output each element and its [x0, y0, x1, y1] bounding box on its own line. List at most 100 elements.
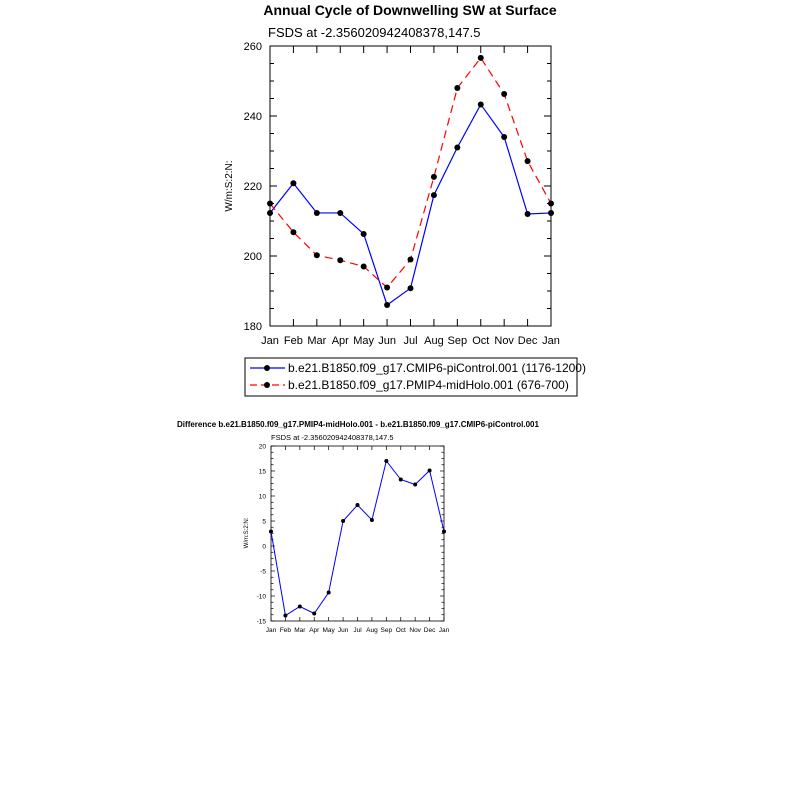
chart1-xtick-label: May: [353, 335, 374, 347]
chart2-series-0-point: [297, 604, 302, 609]
legend-label-midholo: b.e21.B1850.f09_g17.PMIP4-midHolo.001 (6…: [288, 378, 569, 392]
chart2-series-0-point: [398, 477, 403, 482]
chart1-ylabel: W/m:S:2:N:: [224, 160, 235, 211]
chart1-series-0-point: [430, 192, 437, 199]
chart2-series-0-point: [283, 613, 288, 618]
chart1-series-1-point: [548, 200, 554, 207]
chart1-series-1-point: [407, 256, 414, 263]
chart1-series-1-point: [313, 252, 320, 259]
chart1-xtick-label: Jan: [261, 335, 279, 347]
legend-marker-control: [264, 365, 270, 371]
chart1-series-0-point: [360, 230, 367, 237]
chart2-ytick-label: -15: [257, 618, 267, 625]
chart2-xtick-label: May: [323, 627, 336, 634]
chart1-series-1-line: [269, 56, 552, 289]
chart1-xtick-label: Jun: [378, 335, 396, 347]
chart1-subtitle: FSDS at -2.356020942408378,147.5: [268, 25, 481, 40]
chart1-xtick-label: Jan: [542, 335, 560, 347]
chart-annual-cycle: FSDS at -2.356020942408378,147.5 W/m:S:2…: [224, 25, 560, 347]
chart2-xtick-label: Aug: [366, 627, 378, 634]
chart2-xtick-label: Jul: [353, 627, 362, 634]
chart2-plot-frame: [270, 445, 445, 622]
chart2-xtick-label: Sep: [381, 627, 393, 634]
chart1-series-1-point: [477, 54, 484, 61]
chart2-ytick-label: 5: [262, 518, 266, 525]
chart1-ytick-label: 200: [244, 251, 262, 263]
legend-label-control: b.e21.B1850.f09_g17.CMIP6-piControl.001 …: [288, 361, 586, 375]
chart2-ytick-label: 20: [259, 443, 267, 450]
chart1-plot-frame: [269, 45, 552, 327]
chart1-series-0-point: [548, 209, 554, 216]
chart2-xtick-label: Jun: [338, 627, 349, 634]
chart1-series-0-point: [477, 101, 484, 108]
chart1-xtick-label: Dec: [518, 335, 538, 347]
chart1-xtick-label: Aug: [424, 335, 444, 347]
chart2-series-0-point: [269, 529, 273, 534]
chart1-series-1-point: [290, 229, 297, 236]
chart2-xtick-label: Feb: [280, 627, 292, 634]
chart2-series-0-point: [369, 518, 374, 522]
chart1-xtick-label: Sep: [448, 335, 468, 347]
chart2-subtitle: FSDS at -2.356020942408378,147.5: [271, 433, 394, 442]
chart2-series-0-point: [427, 468, 432, 473]
chart2-ytick-label: -10: [257, 593, 267, 600]
chart1-series-1-point: [454, 85, 461, 91]
chart2-ylabel: W/m:S:2:N:: [244, 517, 250, 548]
chart1-series-0-point: [313, 209, 320, 216]
chart1-series-1-point: [360, 263, 367, 270]
chart2-ytick-label: 10: [259, 493, 267, 500]
chart1-series-0-point: [384, 302, 391, 308]
chart1-series-0-point: [454, 144, 461, 151]
chart1-axes: Jan Feb Mar Apr May Jun Jul Aug Sep Oct Nov Dec Jan 1…: [244, 41, 560, 347]
chart2-series-0-point: [413, 482, 418, 487]
chart2-title: Difference b.e21.B1850.f09_g17.PMIP4-mid…: [177, 420, 539, 429]
chart1-ytick-label: 240: [244, 111, 262, 123]
chart1-data-marks: [267, 54, 554, 308]
main-title: Annual Cycle of Downwelling SW at Surfac…: [263, 2, 556, 18]
chart-difference: Difference b.e21.B1850.f09_g17.PMIP4-mid…: [177, 420, 539, 634]
chart1-series-1-point: [267, 200, 273, 207]
chart2-xtick-label: Dec: [424, 627, 436, 634]
chart1-xtick-label: Mar: [307, 335, 326, 347]
chart2-ytick-label: -5: [260, 568, 266, 575]
chart2-ytick-label: 15: [259, 468, 267, 475]
chart2-series-0-point: [442, 529, 446, 534]
chart1-series-1-point: [337, 257, 344, 264]
legend-box: [244, 357, 578, 397]
chart1-xtick-label: Feb: [284, 335, 303, 347]
chart1-xtick-label: Jul: [403, 335, 417, 347]
chart2-series-0-point: [355, 503, 360, 507]
chart1-series-0-point: [524, 211, 531, 217]
chart2-axes: Jan Feb Mar Apr May Jun Jul Aug Sep Oct Nov Dec Jan-…: [257, 443, 450, 634]
chart1-ytick-label: 220: [244, 181, 262, 193]
legend-marker-midholo: [264, 382, 270, 388]
chart1-series-0-point: [267, 209, 273, 216]
chart1-series-0-point: [290, 180, 297, 187]
chart2-series-0-point: [384, 459, 389, 463]
chart1-xtick-label: Apr: [332, 335, 349, 347]
chart2-xtick-label: Nov: [409, 627, 421, 634]
chart1-series-1-point: [501, 90, 508, 97]
chart1-ytick-label: 180: [244, 321, 262, 333]
chart1-series-0-point: [407, 285, 414, 292]
chart2-ytick-label: 0: [262, 543, 266, 550]
chart2-xtick-label: Jan: [439, 627, 450, 634]
legend: b.e21.B1850.f09_g17.CMIP6-piControl.001 …: [244, 357, 586, 397]
chart1-xtick-label: Oct: [472, 335, 489, 347]
chart2-series-0-point: [341, 519, 346, 523]
chart1-series-0-point: [337, 209, 344, 216]
chart2-xtick-label: Apr: [309, 627, 320, 634]
chart1-ytick-label: 260: [244, 41, 262, 53]
chart2-xtick-label: Mar: [294, 627, 306, 634]
chart1-series-1-point: [430, 173, 437, 180]
chart2-xtick-label: Jan: [266, 627, 277, 634]
chart1-series-1-point: [524, 158, 531, 165]
chart1-series-0-line: [269, 103, 552, 306]
chart2-series-0-line: [270, 459, 445, 617]
chart2-series-0-point: [326, 590, 331, 595]
chart1-xtick-label: Nov: [494, 335, 514, 347]
chart2-xtick-label: Oct: [396, 627, 406, 634]
chart2-series-0-point: [312, 611, 317, 616]
chart1-series-1-point: [384, 284, 391, 291]
